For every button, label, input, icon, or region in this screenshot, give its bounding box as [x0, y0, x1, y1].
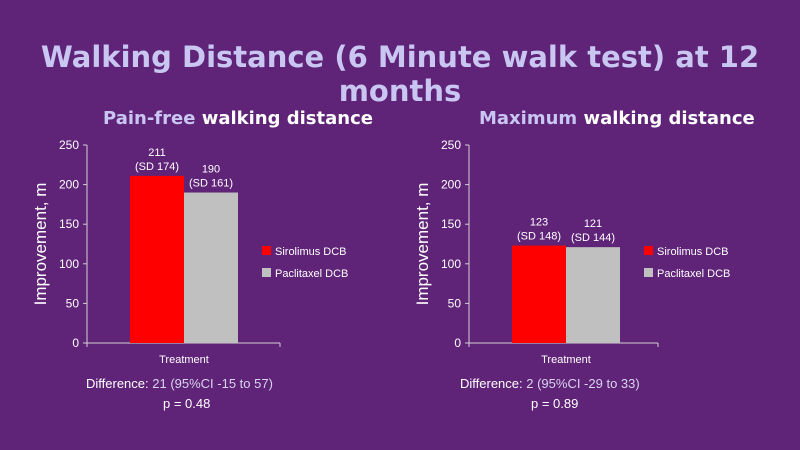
x-tick-label: Treatment	[541, 354, 591, 366]
difference-text-maximum: Difference: 2 (95%CI -29 to 33)	[460, 376, 640, 391]
bar-paclitaxel-dcb	[566, 247, 620, 343]
panel-title-maximum: Maximum walking distance	[479, 108, 755, 129]
difference-text-pain-free: Difference: 21 (95%CI -15 to 57)	[86, 376, 273, 391]
y-axis-title: Improvement, m	[413, 183, 432, 306]
bar-sirolimus-dcb	[512, 245, 566, 343]
plot-area	[469, 145, 638, 343]
legend-label: Paclitaxel DCB	[657, 268, 730, 280]
difference-value: 2 (95%CI -29 to 33)	[526, 376, 640, 391]
panel-title-rest: walking distance	[195, 108, 373, 129]
legend-label: Paclitaxel DCB	[275, 268, 348, 280]
panel-title-highlight: Pain-free	[103, 108, 196, 129]
legend-label: Sirolimus DCB	[657, 246, 729, 258]
y-tick-label: 150	[59, 217, 79, 231]
data-label-value: 190	[202, 164, 220, 176]
p-value-maximum: p = 0.89	[531, 396, 579, 411]
data-label-sd: (SD 144)	[571, 232, 615, 244]
y-tick-label: 150	[441, 217, 461, 231]
y-tick-label: 250	[59, 138, 79, 152]
plot-area	[87, 145, 256, 343]
difference-value: 21 (95%CI -15 to 57)	[152, 376, 273, 391]
y-tick-label: 50	[448, 296, 462, 310]
y-axis-title: Improvement, m	[31, 183, 50, 306]
bar-paclitaxel-dcb	[184, 192, 238, 343]
data-label-value: 123	[530, 217, 548, 229]
panel-title-pain-free: Pain-free walking distance	[103, 108, 373, 129]
y-tick-label: 250	[441, 138, 461, 152]
data-label-value: 211	[148, 147, 166, 159]
legend-swatch	[262, 246, 271, 255]
p-value-pain-free: p = 0.48	[163, 396, 211, 411]
y-tick-label: 200	[441, 178, 461, 192]
y-tick-label: 0	[72, 336, 79, 350]
legend-swatch	[644, 246, 653, 255]
x-tick-label: Treatment	[159, 354, 209, 366]
y-tick-label: 0	[454, 336, 461, 350]
legend-swatch	[644, 268, 653, 277]
y-tick-label: 100	[441, 257, 461, 271]
legend-label: Sirolimus DCB	[275, 246, 347, 258]
panel-title-rest: walking distance	[577, 108, 755, 129]
difference-label: Difference:	[86, 376, 153, 391]
bar-sirolimus-dcb	[130, 175, 184, 343]
difference-label: Difference:	[460, 376, 527, 391]
data-label-sd: (SD 161)	[189, 178, 233, 190]
legend-swatch	[262, 268, 271, 277]
y-tick-label: 50	[66, 296, 80, 310]
data-label-sd: (SD 148)	[517, 231, 561, 243]
y-tick-label: 100	[59, 257, 79, 271]
slide-title: Walking Distance (6 Minute walk test) at…	[40, 40, 760, 108]
y-tick-label: 200	[59, 178, 79, 192]
data-label-sd: (SD 174)	[135, 161, 179, 173]
data-label-value: 121	[584, 218, 602, 230]
panel-title-highlight: Maximum	[479, 108, 578, 129]
